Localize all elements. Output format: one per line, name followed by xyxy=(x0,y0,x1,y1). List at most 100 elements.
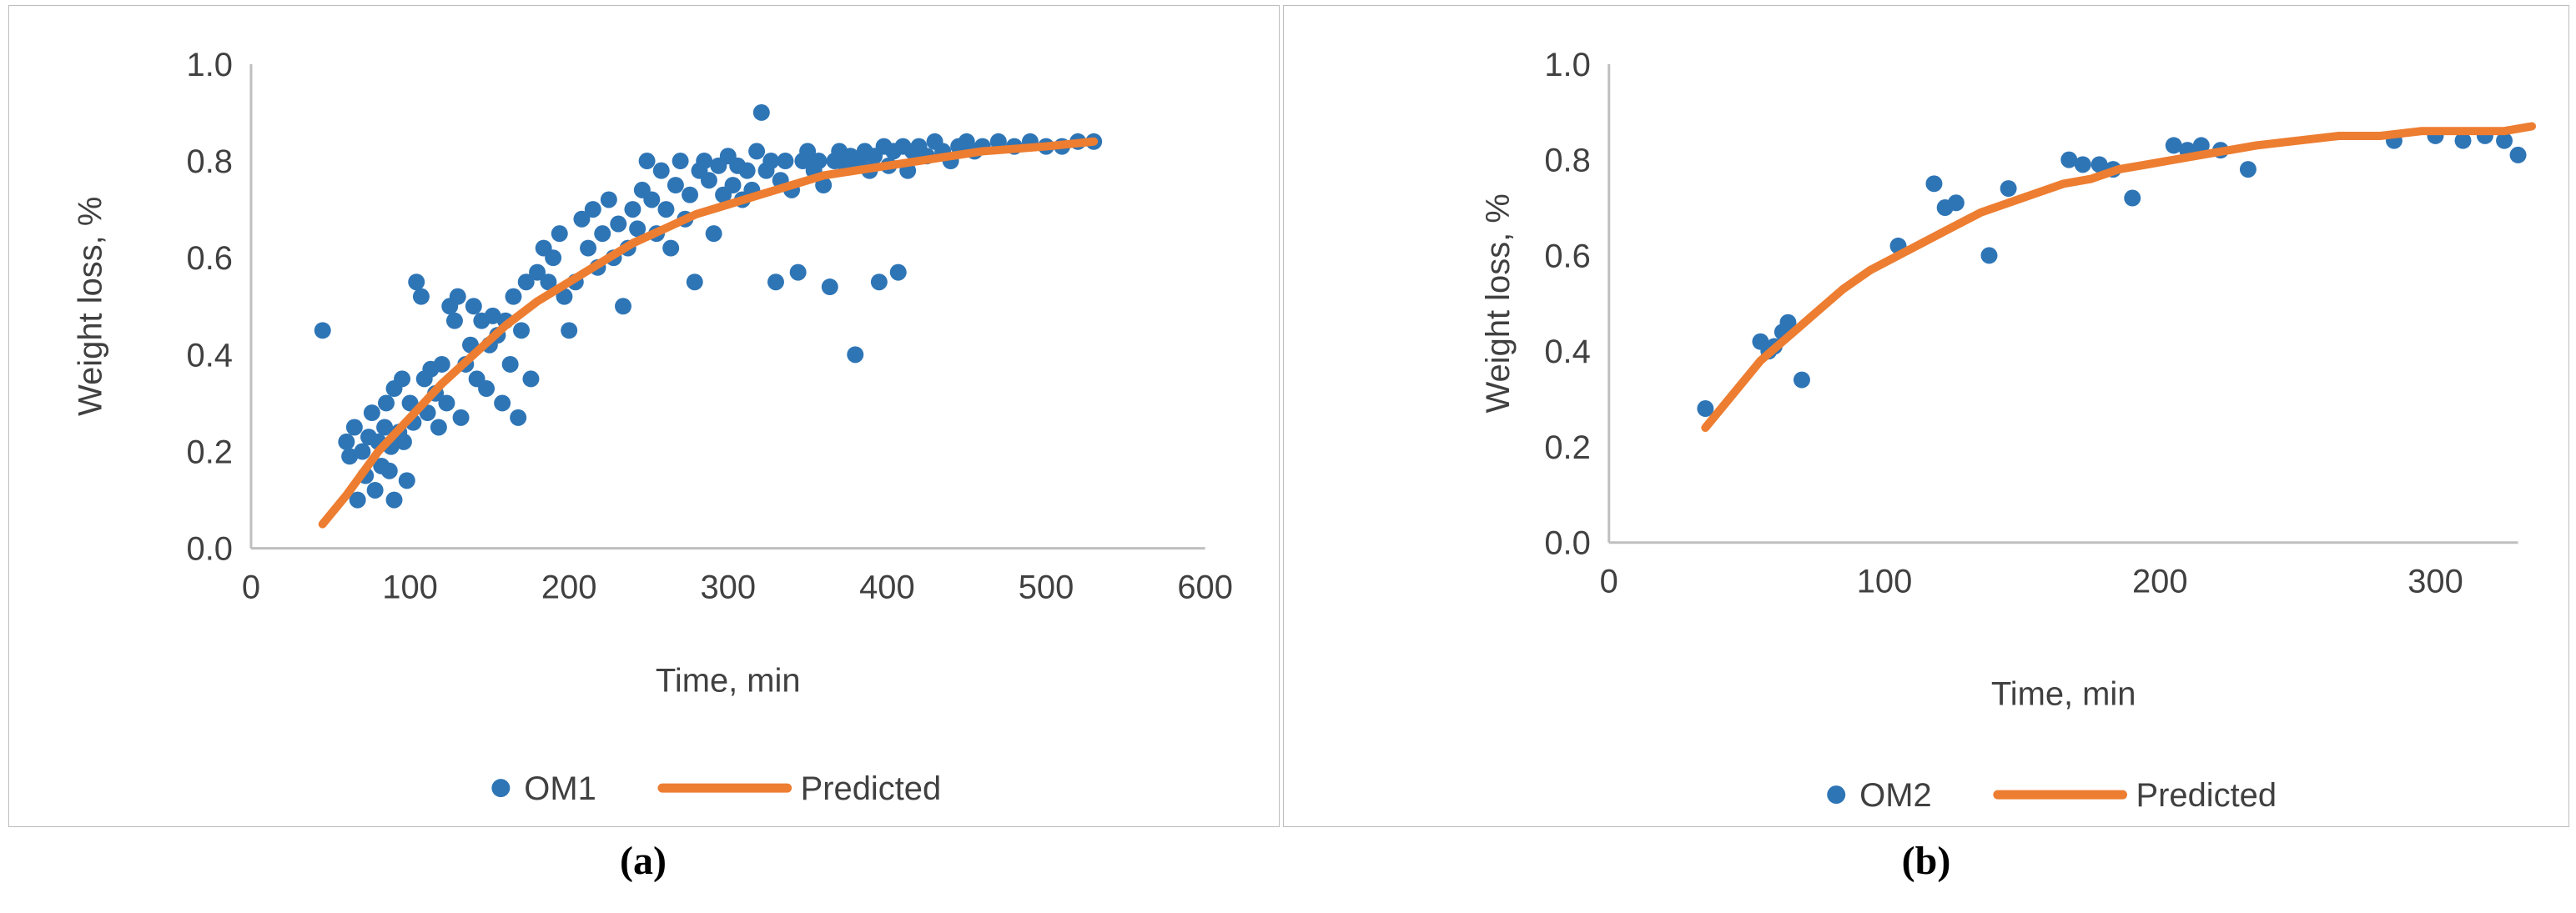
scatter-point xyxy=(767,273,784,291)
scatter-point xyxy=(510,409,527,426)
scatter-point xyxy=(762,153,780,170)
scatter-point xyxy=(522,370,540,388)
legend: OM2 Predicted xyxy=(1827,777,2277,814)
x-tick-label: 400 xyxy=(859,569,915,606)
scatter-point xyxy=(2239,161,2257,178)
scatter-point xyxy=(501,355,519,373)
scatter-point xyxy=(314,322,331,339)
scatter-point xyxy=(662,239,680,257)
scatter-point xyxy=(338,433,355,450)
scatter-point xyxy=(2090,156,2108,173)
x-tick-label: 200 xyxy=(541,569,597,606)
x-tick-label: 500 xyxy=(1019,569,1074,606)
scatter-point xyxy=(408,273,425,291)
y-tick-label: 0.2 xyxy=(1544,429,1590,466)
scatter-point xyxy=(777,153,794,170)
scatter-point xyxy=(657,201,675,218)
chart-svg-a: 0.0 0.2 0.4 0.6 0.8 1.0 0 100 200 300 400 500 600 Tim… xyxy=(72,47,1233,807)
scatter-point xyxy=(494,394,511,412)
y-tick-label: 1.0 xyxy=(1544,47,1590,83)
scatter-point xyxy=(398,472,415,489)
x-tick-label: 300 xyxy=(700,569,756,606)
scatter-point xyxy=(847,346,864,364)
scatter-point xyxy=(505,288,522,305)
scatter-point xyxy=(529,263,546,281)
scatter-point xyxy=(821,278,838,296)
y-tick-label: 0.4 xyxy=(1544,334,1590,370)
x-tick-label: 100 xyxy=(382,569,438,606)
scatter-point xyxy=(377,394,395,412)
scatter-point xyxy=(412,288,430,305)
caption-b: (b) xyxy=(1901,839,1951,883)
chart-svg-b: 0.0 0.2 0.4 0.6 0.8 1.0 0 100 200 300 Time, min Wei… xyxy=(1480,47,2537,814)
scatter-point xyxy=(624,201,641,218)
y-axis-title: Weight loss, % xyxy=(1480,193,1517,413)
scatter-point xyxy=(551,225,568,243)
scatter-point xyxy=(2454,132,2472,149)
scatter-point xyxy=(672,153,689,170)
legend-point-marker xyxy=(1827,785,1846,805)
scatter-point xyxy=(667,177,684,194)
scatter-point xyxy=(2124,189,2141,207)
scatter-point xyxy=(682,186,699,203)
scatter-point xyxy=(540,273,557,291)
x-axis-title: Time, min xyxy=(656,662,801,699)
scatter-point xyxy=(600,191,617,208)
scatter-point xyxy=(438,394,455,412)
scatter-point xyxy=(433,355,450,373)
scatter-point xyxy=(1697,400,1714,417)
x-tick-label: 600 xyxy=(1177,569,1233,606)
y-tick-label: 0.6 xyxy=(187,240,233,277)
scatter-point xyxy=(700,172,717,189)
scatter-point xyxy=(366,481,384,499)
scatter-point xyxy=(705,225,722,243)
legend-point-marker xyxy=(491,779,511,798)
scatter-point xyxy=(363,404,380,422)
legend: OM1 Predicted xyxy=(491,770,941,807)
chart-panel-a: 0.0 0.2 0.4 0.6 0.8 1.0 0 100 200 300 400 500 600 Tim… xyxy=(8,5,1280,827)
scatter-point xyxy=(724,177,742,194)
scatter-point xyxy=(752,103,770,121)
scatter-point xyxy=(517,273,535,291)
y-tick-label: 0.0 xyxy=(1544,525,1590,562)
predicted-line xyxy=(318,137,1099,529)
scatter-point xyxy=(2074,156,2091,173)
scatter-point xyxy=(341,448,359,465)
scatter-point xyxy=(738,162,756,179)
scatter-point xyxy=(465,298,482,315)
scatter-point xyxy=(584,201,601,218)
x-tick-label: 100 xyxy=(1857,564,1913,600)
legend-label: Predicted xyxy=(801,770,942,807)
scatter-point xyxy=(1793,371,1810,389)
scatter-point xyxy=(810,153,828,170)
scatter-point xyxy=(1925,175,1943,193)
caption-a: (a) xyxy=(620,839,667,883)
scatter-point xyxy=(629,220,647,238)
legend-label: OM2 xyxy=(1859,777,1931,814)
scatter-point xyxy=(643,191,661,208)
x-tick-label: 200 xyxy=(2132,564,2188,600)
scatter-point xyxy=(2165,137,2182,154)
x-axis-title: Time, min xyxy=(1991,675,2136,712)
scatter-point xyxy=(380,462,398,479)
x-tick-label: 0 xyxy=(242,569,260,606)
y-tick-label: 1.0 xyxy=(187,47,233,83)
y-tick-label: 0.0 xyxy=(187,531,233,568)
scatter-point xyxy=(345,419,363,436)
y-tick-label: 0.8 xyxy=(1544,143,1590,179)
scatter-point xyxy=(652,162,670,179)
scatter-point xyxy=(452,409,470,426)
scatter-point xyxy=(870,273,888,291)
x-tick-label: 300 xyxy=(2407,564,2463,600)
scatter-point xyxy=(638,153,656,170)
scatter-point xyxy=(561,322,578,339)
y-tick-label: 0.8 xyxy=(187,143,233,180)
scatter-point xyxy=(395,433,412,450)
y-axis-title: Weight loss, % xyxy=(72,197,108,416)
scatter-point xyxy=(445,312,463,329)
scatter-point xyxy=(799,143,817,160)
x-tick-label: 0 xyxy=(1600,564,1618,600)
scatter-point xyxy=(594,225,611,243)
scatter-point xyxy=(686,273,703,291)
predicted-line xyxy=(1701,122,2537,432)
